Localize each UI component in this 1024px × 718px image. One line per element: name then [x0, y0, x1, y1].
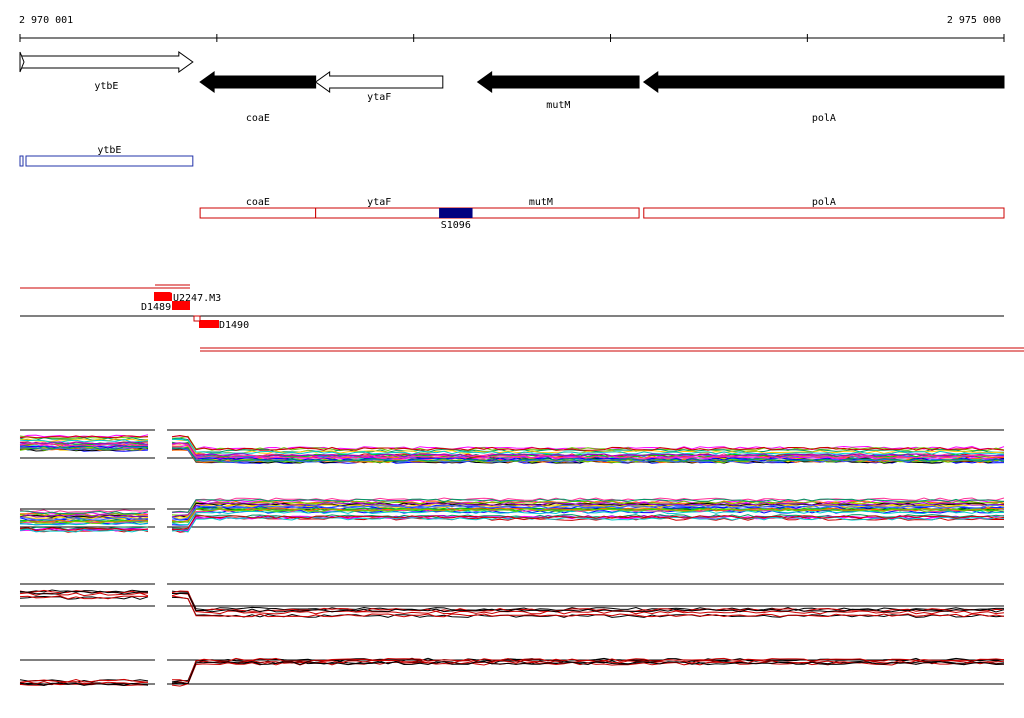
ruler-ticks — [19, 34, 1005, 42]
expression-series-line — [171, 500, 1005, 516]
expression-series-line — [171, 516, 1004, 533]
probe-small-box — [193, 315, 201, 322]
probe-label-U2247.M3: U2247.M3 — [173, 293, 221, 304]
expression-series-line — [172, 592, 1005, 613]
expression-series-line — [19, 441, 149, 446]
expression-track — [19, 497, 1005, 533]
probe-label-D1490: D1490 — [219, 320, 249, 331]
expression-series-line — [19, 595, 148, 600]
expression-series-line — [19, 446, 149, 451]
expression-series-line — [20, 444, 149, 448]
expression-series-line — [19, 595, 149, 600]
expression-series-line — [171, 434, 1005, 451]
gene-arrow-ytbE — [19, 51, 194, 73]
expression-series-line — [171, 438, 1005, 455]
expression-series-line — [171, 596, 1005, 618]
expression-series-line — [19, 678, 149, 683]
transcript-label-ytaF: ytaF — [367, 197, 391, 208]
transcript-box-coaE — [199, 207, 317, 219]
gene-label-ytbE: ytbE — [94, 81, 118, 92]
expression-series-line — [171, 661, 1004, 687]
coordinate-ruler: 2 970 001 2 975 000 — [19, 15, 1005, 42]
expression-series-line — [171, 515, 1005, 530]
expression-series-line — [19, 590, 149, 595]
gene-arrow-mutM — [476, 71, 640, 93]
gene-start-marker — [19, 51, 25, 73]
expression-series-line — [19, 512, 149, 517]
expression-track — [19, 657, 1005, 687]
expression-series-line — [19, 438, 149, 442]
transcript-track: ytbE coaE ytaF mutM polA S1096 — [19, 145, 1005, 231]
expression-series-line — [19, 509, 148, 514]
transcript-label-ytbE: ytbE — [97, 145, 121, 156]
probe-U2247.M3 — [172, 301, 190, 310]
expression-series-line — [19, 682, 149, 687]
expression-tracks — [19, 429, 1005, 687]
expression-series-line — [19, 446, 149, 450]
expression-series-line — [20, 510, 149, 515]
expression-series-line — [171, 442, 1004, 458]
expression-series-line — [19, 514, 149, 518]
expression-series-line — [171, 498, 1005, 513]
gene-label-coaE: coaE — [246, 113, 270, 124]
transcript-box-ytaF — [315, 207, 444, 219]
expression-series-line — [171, 442, 1005, 459]
gene-arrow-coaE — [199, 71, 317, 93]
transcript-label-mutM: mutM — [529, 197, 553, 208]
expression-series-line — [171, 657, 1005, 683]
expression-series-line — [171, 590, 1004, 611]
expression-series-line — [171, 504, 1005, 521]
segment-label: S1096 — [441, 220, 471, 231]
expression-series-line — [19, 442, 149, 447]
expression-series-line — [19, 527, 149, 532]
probe-D1490 — [199, 320, 219, 328]
gene-label-polA: polA — [812, 113, 836, 124]
expression-series-line — [19, 516, 149, 521]
probe-arrow-tip — [154, 292, 172, 300]
expression-series-line — [19, 589, 149, 593]
expression-series-line — [172, 507, 1005, 523]
probe-D1489 — [154, 293, 172, 301]
expression-series-line — [19, 520, 149, 524]
ruler-start-label: 2 970 001 — [19, 15, 73, 26]
ruler-end-label: 2 975 000 — [947, 15, 1001, 26]
expression-series-line — [171, 595, 1005, 618]
gene-label-mutM: mutM — [546, 100, 570, 111]
expression-track — [19, 583, 1005, 618]
expression-series-line — [19, 519, 149, 524]
gene-arrow-ytaF — [314, 71, 444, 93]
transcript-label-coaE: coaE — [246, 197, 270, 208]
expression-series-line — [19, 680, 149, 685]
expression-series-line — [171, 446, 1005, 462]
expression-series-line — [171, 504, 1005, 521]
transcript-box-polA — [643, 207, 1005, 219]
expression-series-line — [171, 590, 1005, 612]
expression-track — [19, 429, 1005, 464]
expression-series-line — [171, 447, 1005, 463]
gene-annotation-track: ytbE coaE ytaF mutM polA — [19, 51, 1005, 124]
expression-series-line — [19, 522, 149, 526]
segment-S1096 — [439, 208, 473, 218]
gene-arrow-polA — [642, 71, 1005, 93]
transcript-start-marker — [19, 155, 24, 167]
expression-series-line — [19, 438, 149, 443]
expression-series-line — [171, 661, 1005, 685]
expression-series-line — [171, 438, 1005, 455]
transcript-box-ytbE — [25, 155, 194, 167]
expression-series-line — [171, 592, 1005, 615]
transcript-label-polA: polA — [812, 197, 836, 208]
expression-series-line — [19, 528, 149, 533]
gene-label-ytaF: ytaF — [367, 92, 391, 103]
probe-label-D1489: D1489 — [141, 302, 171, 313]
expression-series-line — [19, 435, 148, 439]
expression-series-line — [171, 435, 1005, 452]
expression-series-line — [171, 510, 1005, 526]
